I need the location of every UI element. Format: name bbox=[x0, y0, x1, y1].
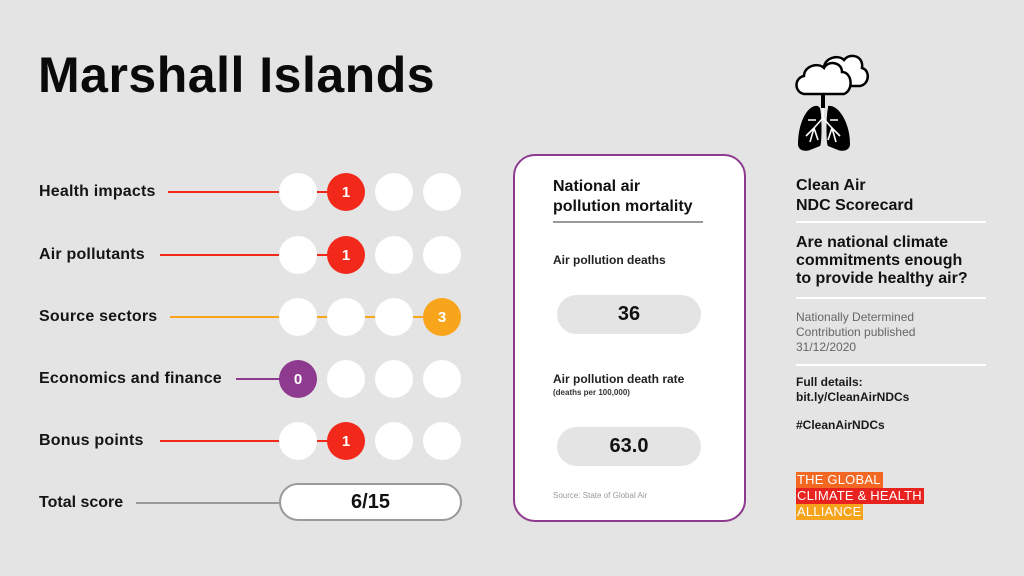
total-score-label: Total score bbox=[39, 494, 124, 511]
ndc-publication-date: 31/12/2020 bbox=[796, 340, 857, 354]
score-dot-empty bbox=[423, 236, 461, 274]
card-title-line2: pollution mortality bbox=[553, 198, 693, 215]
page-title: Marshall Islands bbox=[38, 47, 436, 103]
gcha-logo: THE GLOBAL CLIMATE & HEALTH ALLIANCE bbox=[796, 472, 924, 520]
score-connector-line bbox=[160, 254, 331, 256]
hashtag: #CleanAirNDCs bbox=[796, 418, 885, 432]
score-dot-empty bbox=[279, 422, 317, 460]
score-dot-active: 1 bbox=[327, 236, 365, 274]
score-dot-active: 1 bbox=[327, 422, 365, 460]
score-dot-empty bbox=[375, 236, 413, 274]
score-row-label: Health impacts bbox=[39, 183, 156, 200]
score-row-label: Economics and finance bbox=[39, 370, 222, 387]
score-dot-empty bbox=[279, 298, 317, 336]
death-rate-value: 63.0 bbox=[557, 427, 701, 466]
score-row-label: Air pollutants bbox=[39, 246, 145, 263]
question-line2: commitments enough bbox=[796, 252, 963, 269]
sidebar-divider-1 bbox=[796, 221, 986, 223]
score-row: Economics and finance 0 bbox=[0, 359, 480, 399]
scorecard-heading: Clean Air NDC Scorecard bbox=[796, 176, 913, 216]
question-line3: to provide healthy air? bbox=[796, 270, 968, 287]
death-rate-label: Air pollution death rate bbox=[553, 372, 685, 386]
death-rate-sublabel: (deaths per 100,000) bbox=[553, 388, 630, 397]
logo-line2: CLIMATE & HEALTH bbox=[796, 488, 924, 504]
deaths-label: Air pollution deaths bbox=[553, 253, 666, 267]
score-dot-empty bbox=[375, 422, 413, 460]
mortality-card: National air pollution mortality Air pol… bbox=[513, 154, 746, 522]
score-row: Bonus points 1 bbox=[0, 421, 480, 461]
meta-line2: Contribution published bbox=[796, 325, 916, 339]
card-title-line1: National air bbox=[553, 178, 641, 195]
score-dot-empty bbox=[375, 298, 413, 336]
score-connector-line bbox=[160, 440, 331, 442]
card-source: Source: State of Global Air bbox=[553, 491, 648, 500]
score-connector-line bbox=[168, 191, 331, 193]
card-divider bbox=[553, 221, 703, 223]
score-dot-active: 3 bbox=[423, 298, 461, 336]
score-dot-empty bbox=[423, 422, 461, 460]
total-connector-line bbox=[136, 502, 281, 504]
details-link[interactable]: bit.ly/CleanAirNDCs bbox=[796, 390, 910, 404]
logo-line1: THE GLOBAL bbox=[796, 472, 883, 488]
full-details: Full details: bit.ly/CleanAirNDCs bbox=[796, 375, 909, 405]
logo-line3: ALLIANCE bbox=[796, 504, 864, 520]
total-score-value: 6/15 bbox=[279, 483, 462, 521]
score-dot-empty bbox=[375, 173, 413, 211]
sidebar-divider-3 bbox=[796, 364, 986, 366]
heading-line1: Clean Air bbox=[796, 177, 866, 194]
score-dot-empty bbox=[423, 360, 461, 398]
score-dot-active: 0 bbox=[279, 360, 317, 398]
total-score-row: Total score 6/15 bbox=[0, 483, 480, 523]
question-line1: Are national climate bbox=[796, 234, 949, 251]
score-connector-line bbox=[236, 378, 283, 380]
score-dot-empty bbox=[327, 360, 365, 398]
scorecard-question: Are national climate commitments enough … bbox=[796, 234, 996, 288]
score-row: Source sectors 3 bbox=[0, 297, 480, 337]
score-dot-active: 1 bbox=[327, 173, 365, 211]
cloud-lungs-icon bbox=[794, 46, 870, 154]
sidebar-divider-2 bbox=[796, 297, 986, 299]
score-dot-empty bbox=[279, 173, 317, 211]
score-dot-empty bbox=[327, 298, 365, 336]
score-dot-empty bbox=[279, 236, 317, 274]
heading-line2: NDC Scorecard bbox=[796, 197, 914, 214]
card-title: National air pollution mortality bbox=[553, 177, 693, 217]
score-dot-empty bbox=[375, 360, 413, 398]
score-row: Health impacts 1 bbox=[0, 172, 480, 212]
score-row-label: Bonus points bbox=[39, 432, 144, 449]
score-row-label: Source sectors bbox=[39, 308, 158, 325]
meta-line1: Nationally Determined bbox=[796, 310, 915, 324]
ndc-publication-info: Nationally Determined Contribution publi… bbox=[796, 310, 915, 355]
details-label: Full details: bbox=[796, 375, 863, 389]
deaths-value: 36 bbox=[557, 295, 701, 334]
score-dot-empty bbox=[423, 173, 461, 211]
score-row: Air pollutants 1 bbox=[0, 235, 480, 275]
